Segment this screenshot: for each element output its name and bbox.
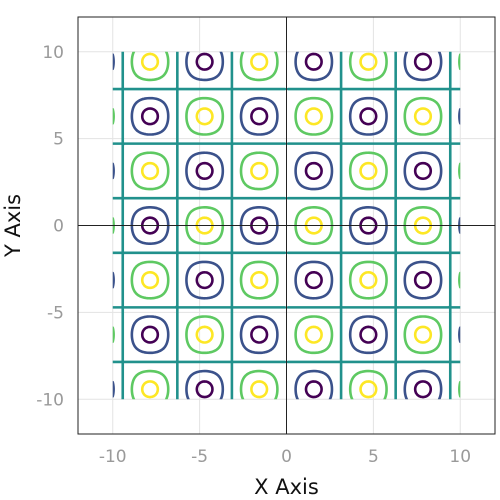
x-tick-label: 10: [449, 447, 471, 467]
contour-level-3: [112, 51, 461, 400]
x-axis-title: X Axis: [254, 475, 319, 499]
x-tick-label: 5: [368, 447, 379, 467]
contour-level-2: [112, 51, 461, 400]
y-tick-label: -5: [47, 303, 64, 323]
y-tick-label: 10: [42, 43, 64, 63]
x-tick-label: -10: [99, 447, 127, 467]
y-tick-labels: -10 -5 0 5 10: [36, 43, 64, 411]
x-tick-labels: -10 -5 0 5 10: [99, 447, 471, 467]
x-tick-label: 0: [281, 447, 292, 467]
y-axis-title: Y Axis: [1, 194, 25, 258]
y-tick-label: 5: [53, 130, 64, 150]
contour-level-4: [140, 52, 433, 399]
contour-level-1: [112, 51, 461, 400]
y-tick-label: 0: [53, 217, 64, 237]
y-tick-label: -10: [36, 390, 64, 410]
contour-lines: [112, 51, 461, 400]
plot-frame: [77, 16, 496, 435]
zero-lines: [78, 17, 495, 434]
contour-level-0: [140, 52, 433, 399]
x-tick-label: -5: [191, 447, 208, 467]
